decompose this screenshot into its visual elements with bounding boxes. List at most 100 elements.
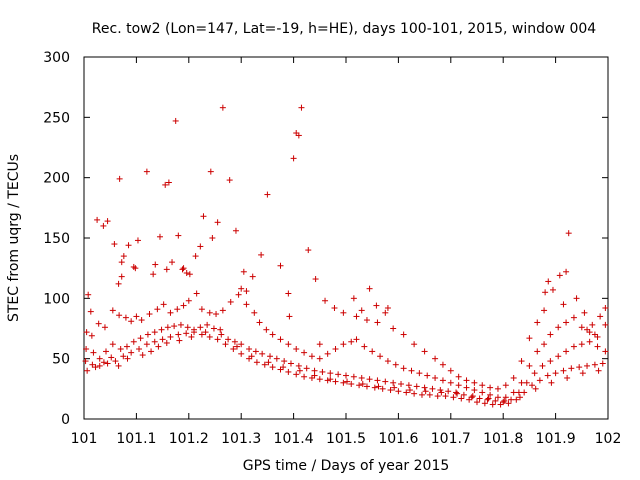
data-point <box>584 362 591 369</box>
data-point <box>217 326 224 333</box>
data-point <box>584 326 591 333</box>
data-point <box>369 348 376 355</box>
data-point <box>501 397 508 404</box>
data-point <box>165 179 172 186</box>
x-tick-label: 101.6 <box>378 431 418 447</box>
data-point <box>424 372 431 379</box>
data-point <box>225 336 232 343</box>
data-point <box>547 331 554 338</box>
data-point <box>305 247 312 254</box>
data-point <box>421 348 428 355</box>
data-point <box>167 309 174 316</box>
data-point <box>390 325 397 332</box>
data-point <box>476 395 483 402</box>
data-point <box>235 291 242 298</box>
data-point <box>256 319 263 326</box>
data-point <box>151 338 158 345</box>
data-point <box>175 232 182 239</box>
data-point <box>120 253 127 260</box>
data-point <box>324 377 331 384</box>
data-point <box>227 298 234 305</box>
data-point <box>579 370 586 377</box>
data-point <box>286 313 293 320</box>
data-point <box>502 382 509 389</box>
data-point <box>366 376 373 383</box>
y-tick-label: 0 <box>61 412 70 428</box>
data-point <box>316 341 323 348</box>
data-point <box>164 324 171 331</box>
data-point <box>243 288 250 295</box>
data-point <box>104 218 111 225</box>
data-point <box>411 390 418 397</box>
data-point <box>471 379 478 386</box>
x-axis-label: GPS time / Days of year 2015 <box>243 458 450 474</box>
x-tick-label: 101.8 <box>483 431 523 447</box>
data-point <box>206 309 213 316</box>
data-point <box>316 376 323 383</box>
data-point <box>515 389 522 396</box>
data-point <box>150 271 157 278</box>
data-point <box>287 360 294 367</box>
data-point <box>248 353 255 360</box>
data-point <box>516 394 523 401</box>
data-point <box>450 394 457 401</box>
data-point <box>400 365 407 372</box>
data-point <box>109 341 116 348</box>
data-point <box>405 382 412 389</box>
data-point <box>198 331 205 338</box>
data-point <box>101 324 108 331</box>
data-point <box>171 323 178 330</box>
chart-title: Rec. tow2 (Lon=147, Lat=-19, h=HE), days… <box>92 21 596 37</box>
data-point <box>481 400 488 407</box>
data-point <box>560 301 567 308</box>
data-point <box>154 306 161 313</box>
data-point <box>489 401 496 408</box>
data-point <box>186 271 193 278</box>
data-point <box>252 348 259 355</box>
data-point <box>384 358 391 365</box>
data-point <box>505 400 512 407</box>
data-point <box>382 309 389 316</box>
data-point <box>353 313 360 320</box>
data-point <box>474 399 480 406</box>
data-point <box>269 364 276 371</box>
data-point <box>124 355 131 362</box>
data-point <box>348 338 355 345</box>
data-point <box>179 266 186 273</box>
data-point <box>273 355 280 362</box>
x-tick-label: 101 <box>71 431 98 447</box>
data-point <box>526 362 533 369</box>
data-point <box>290 155 297 162</box>
data-point <box>374 319 381 326</box>
data-point <box>581 309 588 316</box>
data-point <box>398 381 405 388</box>
data-point <box>373 302 380 309</box>
y-axis-label: STEC from uqrg / TECUs <box>6 154 22 322</box>
x-tick-label: 101.1 <box>116 431 156 447</box>
data-point <box>172 117 179 124</box>
data-point <box>231 338 238 345</box>
x-tick-label: 101.5 <box>326 431 366 447</box>
data-point <box>350 373 357 380</box>
data-point <box>466 396 473 403</box>
data-point <box>497 401 504 408</box>
data-point <box>210 325 217 332</box>
data-point <box>469 393 476 400</box>
data-point <box>117 346 124 353</box>
data-point <box>526 335 533 342</box>
data-point <box>176 337 183 344</box>
data-point <box>316 355 323 362</box>
data-point <box>104 360 111 367</box>
data-point <box>363 317 370 324</box>
data-point <box>422 388 429 395</box>
data-point <box>602 348 609 355</box>
data-points <box>82 104 609 408</box>
data-point <box>487 391 494 398</box>
data-point <box>429 385 436 392</box>
data-point <box>340 309 347 316</box>
data-point <box>308 353 315 360</box>
data-point <box>265 359 272 366</box>
data-point <box>560 367 567 374</box>
data-point <box>82 358 89 365</box>
data-point <box>421 384 428 391</box>
